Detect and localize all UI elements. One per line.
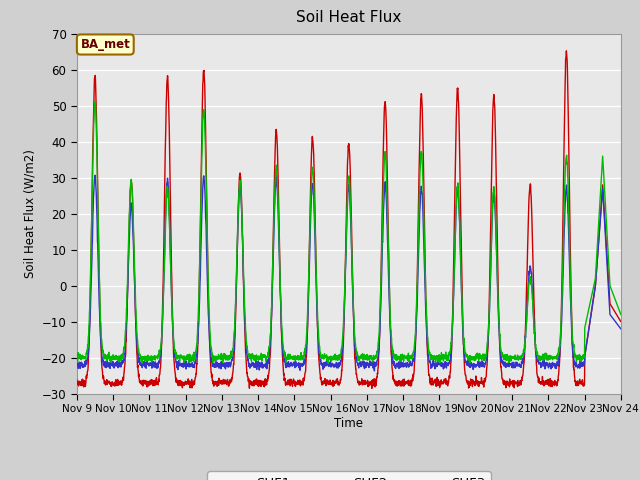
Title: Soil Heat Flux: Soil Heat Flux (296, 11, 401, 25)
Legend: SHF1, SHF2, SHF3: SHF1, SHF2, SHF3 (207, 471, 490, 480)
Text: BA_met: BA_met (81, 38, 130, 51)
Y-axis label: Soil Heat Flux (W/m2): Soil Heat Flux (W/m2) (23, 149, 36, 278)
X-axis label: Time: Time (334, 417, 364, 430)
